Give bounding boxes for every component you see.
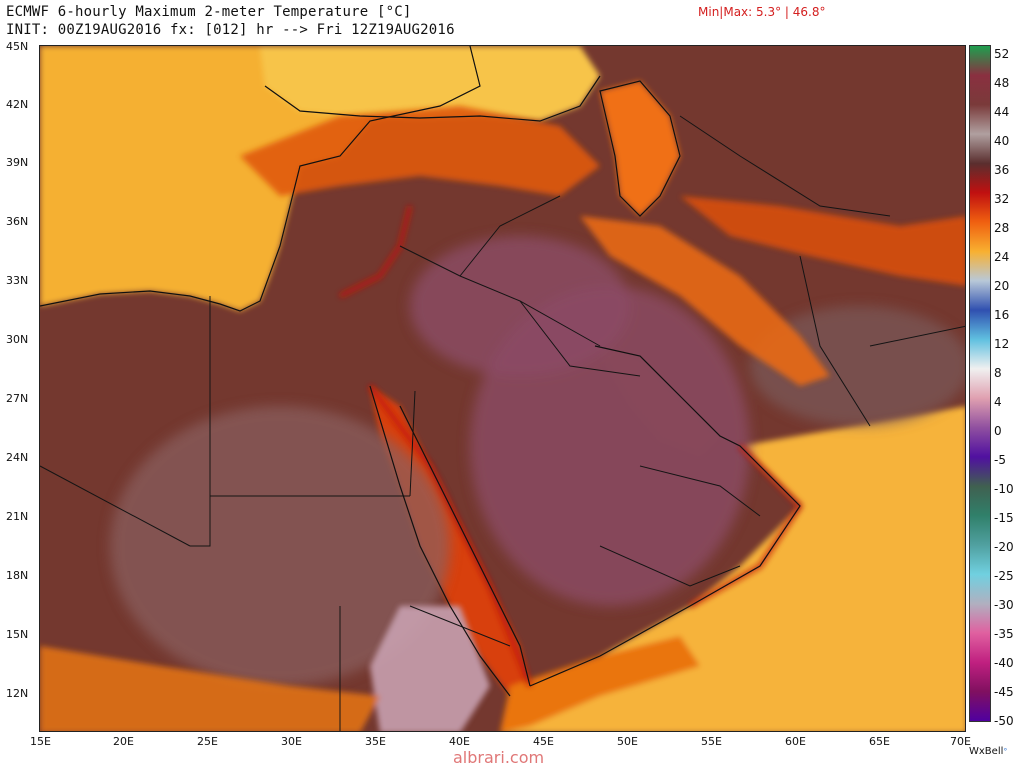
lon-label: 55E bbox=[701, 735, 722, 748]
sahara-gray bbox=[110, 406, 450, 686]
lon-label: 35E bbox=[365, 735, 386, 748]
colorbar-tick-label: 24 bbox=[994, 250, 1010, 264]
colorbar-tick-label: -40 bbox=[994, 656, 1014, 670]
lon-label: 60E bbox=[785, 735, 806, 748]
lat-label: 33N bbox=[6, 274, 29, 287]
colorbar-tick-label: 0 bbox=[994, 424, 1002, 438]
ethiopia-cool bbox=[370, 606, 490, 731]
colorbar-tick-label: -10 bbox=[994, 482, 1014, 496]
colorbar-tick-label: 28 bbox=[994, 221, 1010, 235]
lon-label: 50E bbox=[617, 735, 638, 748]
lon-label: 40E bbox=[449, 735, 470, 748]
colorbar-tick-label: -50 bbox=[994, 714, 1014, 728]
lat-label: 42N bbox=[6, 98, 29, 111]
lat-label: 24N bbox=[6, 451, 29, 464]
colorbar-tick-label: -15 bbox=[994, 511, 1014, 525]
lon-label: 65E bbox=[869, 735, 890, 748]
colorbar-tick-label: 44 bbox=[994, 105, 1010, 119]
lon-label: 45E bbox=[533, 735, 554, 748]
iraq-heat-core bbox=[410, 236, 630, 376]
colorbar-tick-label: -35 bbox=[994, 627, 1014, 641]
colorbar-tick-label: 52 bbox=[994, 47, 1010, 61]
colorbar-tick-label: 12 bbox=[994, 337, 1010, 351]
anatolia-band bbox=[240, 106, 600, 196]
lat-label: 15N bbox=[6, 628, 29, 641]
wxbell-logo: WxBell° bbox=[969, 746, 1008, 757]
site-watermark: albrari.com bbox=[453, 748, 545, 767]
sahel-orange bbox=[40, 646, 380, 731]
lat-label: 36N bbox=[6, 215, 29, 228]
colorbar-tick-label: 36 bbox=[994, 163, 1010, 177]
lat-label: 21N bbox=[6, 510, 29, 523]
lon-label: 70E bbox=[950, 735, 971, 748]
iran-desert bbox=[750, 306, 965, 426]
lat-label: 45N bbox=[6, 40, 29, 53]
lon-label: 25E bbox=[197, 735, 218, 748]
temperature-map[interactable] bbox=[39, 45, 966, 732]
levant-rim bbox=[338, 205, 413, 299]
colorbar-tick-label: 48 bbox=[994, 76, 1010, 90]
colorbar-tick-label: 8 bbox=[994, 366, 1002, 380]
zagros-band bbox=[580, 216, 830, 386]
colorbar-tick-label: 4 bbox=[994, 395, 1002, 409]
iran-north-band bbox=[680, 196, 965, 286]
arabian-sea bbox=[501, 406, 965, 731]
lat-label: 30N bbox=[6, 333, 29, 346]
lon-label: 20E bbox=[113, 735, 134, 748]
colorbar-tick-label: -5 bbox=[994, 453, 1006, 467]
lat-label: 27N bbox=[6, 392, 29, 405]
lon-label: 15E bbox=[30, 735, 51, 748]
borders bbox=[40, 115, 965, 731]
colorbar-tick-label: 16 bbox=[994, 308, 1010, 322]
coastlines bbox=[40, 46, 801, 697]
lat-label: 12N bbox=[6, 687, 29, 700]
lat-label: 18N bbox=[6, 569, 29, 582]
map-title: ECMWF 6-hourly Maximum 2-meter Temperatu… bbox=[6, 4, 412, 20]
lat-label: 39N bbox=[6, 156, 29, 169]
colorbar-tick-label: 40 bbox=[994, 134, 1010, 148]
temperature-colorbar bbox=[969, 45, 991, 722]
lon-label: 30E bbox=[281, 735, 302, 748]
min-max-readout: Min|Max: 5.3° | 46.8° bbox=[698, 5, 826, 19]
colorbar-tick-label: -30 bbox=[994, 598, 1014, 612]
init-valid-line: INIT: 00Z19AUG2016 fx: [012] hr --> Fri … bbox=[6, 22, 455, 38]
colorbar-tick-label: 20 bbox=[994, 279, 1010, 293]
colorbar-tick-label: -20 bbox=[994, 540, 1014, 554]
colorbar-tick-label: -45 bbox=[994, 685, 1014, 699]
colorbar-tick-label: 32 bbox=[994, 192, 1010, 206]
black-sea bbox=[260, 46, 600, 121]
colorbar-tick-label: -25 bbox=[994, 569, 1014, 583]
caspian-sea bbox=[600, 81, 680, 216]
gulf-of-aden bbox=[500, 636, 700, 731]
